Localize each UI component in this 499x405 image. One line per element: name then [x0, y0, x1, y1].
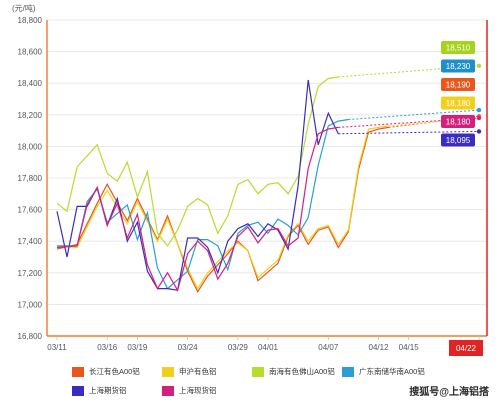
legend-swatch	[252, 366, 264, 377]
series-line	[56, 79, 339, 291]
y-tick-label: 17,800	[18, 174, 43, 183]
legend-item: 南海有色佛山A00铝	[252, 366, 335, 377]
y-tick-label: 18,600	[18, 48, 43, 57]
y-tick-label: 17,600	[18, 206, 43, 215]
legend-swatch	[342, 366, 354, 377]
legend-label: 上海期货铝	[89, 386, 127, 395]
series-end-point	[476, 107, 482, 113]
watermark: 搜狐号@上海铝搭	[409, 387, 489, 398]
axes: 16,800 17,000 17,200 17,400 17,600 17,800 18,0…	[18, 16, 488, 356]
y-tick-label: 18,000	[18, 142, 43, 151]
x-tick-label: 04/07	[318, 343, 339, 352]
legend-label: 广东南储华南A00铝	[359, 367, 425, 376]
end-label-value: 18,230	[446, 62, 471, 71]
legend-swatch	[72, 385, 84, 396]
x-tick-label: 03/24	[178, 343, 199, 352]
series-line	[57, 118, 349, 290]
legend-swatch	[162, 366, 174, 377]
y-tick-label: 17,000	[18, 300, 43, 309]
end-label-box	[441, 78, 475, 91]
series-tail	[388, 117, 480, 127]
series-end-point	[476, 115, 482, 121]
y-tick-label: 17,400	[18, 237, 43, 246]
legend-swatch	[162, 385, 174, 396]
x-tick-label: 03/19	[127, 343, 148, 352]
end-label-value: 18,190	[446, 81, 471, 90]
y-tick-label: 17,200	[18, 269, 43, 278]
legend-label: 长江有色A00铝	[89, 367, 140, 376]
y-tick-label: 16,800	[18, 332, 43, 341]
end-label-box	[441, 96, 475, 110]
series-tail	[348, 109, 480, 121]
end-label-box	[441, 133, 475, 147]
series-end-point	[476, 63, 482, 69]
legend-swatch	[72, 366, 84, 377]
legend-item: 申沪有色铝	[162, 366, 217, 377]
x-tick-label: 04/15	[399, 343, 420, 352]
end-label-box	[441, 41, 475, 54]
y-tick-label: 18,200	[18, 111, 43, 120]
legend-item: 上海现货铝	[162, 385, 217, 396]
x-tick-label: 03/29	[228, 343, 249, 352]
legend-label: 上海现货铝	[179, 386, 217, 395]
x-tick-label: 04/01	[258, 343, 279, 352]
current-date-label: 04/22	[456, 344, 477, 353]
y-tick-label: 18,800	[18, 16, 43, 25]
series-tail	[338, 130, 480, 135]
legend-item: 上海期货铝	[72, 385, 127, 396]
y-tick-label: 18,400	[18, 79, 43, 88]
end-label-value: 18,095	[446, 136, 471, 145]
x-tick-label: 03/16	[97, 343, 118, 352]
x-tick-label: 03/11	[47, 343, 67, 352]
series-line	[56, 125, 389, 290]
series-end-point	[476, 129, 482, 134]
legend: 长江有色A00铝 申沪有色铝 南海有色佛山A00铝 广东南储华南A00铝上海期货铝 上海…	[72, 366, 432, 402]
series-line	[56, 126, 339, 292]
end-label-box	[441, 59, 475, 73]
series-line	[56, 76, 339, 247]
end-label-value: 18,180	[446, 99, 471, 108]
grid	[47, 19, 487, 337]
end-labels: 18,510 18,230 18,190 18,180 18,180 18,095	[441, 41, 475, 147]
end-label-value: 18,510	[446, 44, 471, 53]
legend-label: 申沪有色铝	[179, 367, 217, 376]
legend-item: 广东南储华南A00铝	[342, 366, 425, 377]
legend-label: 南海有色佛山A00铝	[269, 367, 335, 376]
current-date-badge	[449, 340, 483, 356]
y-unit-label: (元/吨)	[12, 3, 36, 13]
end-label-value: 18,180	[446, 118, 471, 127]
legend-item: 长江有色A00铝	[72, 366, 140, 377]
x-tick-label: 04/12	[369, 343, 390, 352]
end-label-box	[441, 115, 475, 128]
